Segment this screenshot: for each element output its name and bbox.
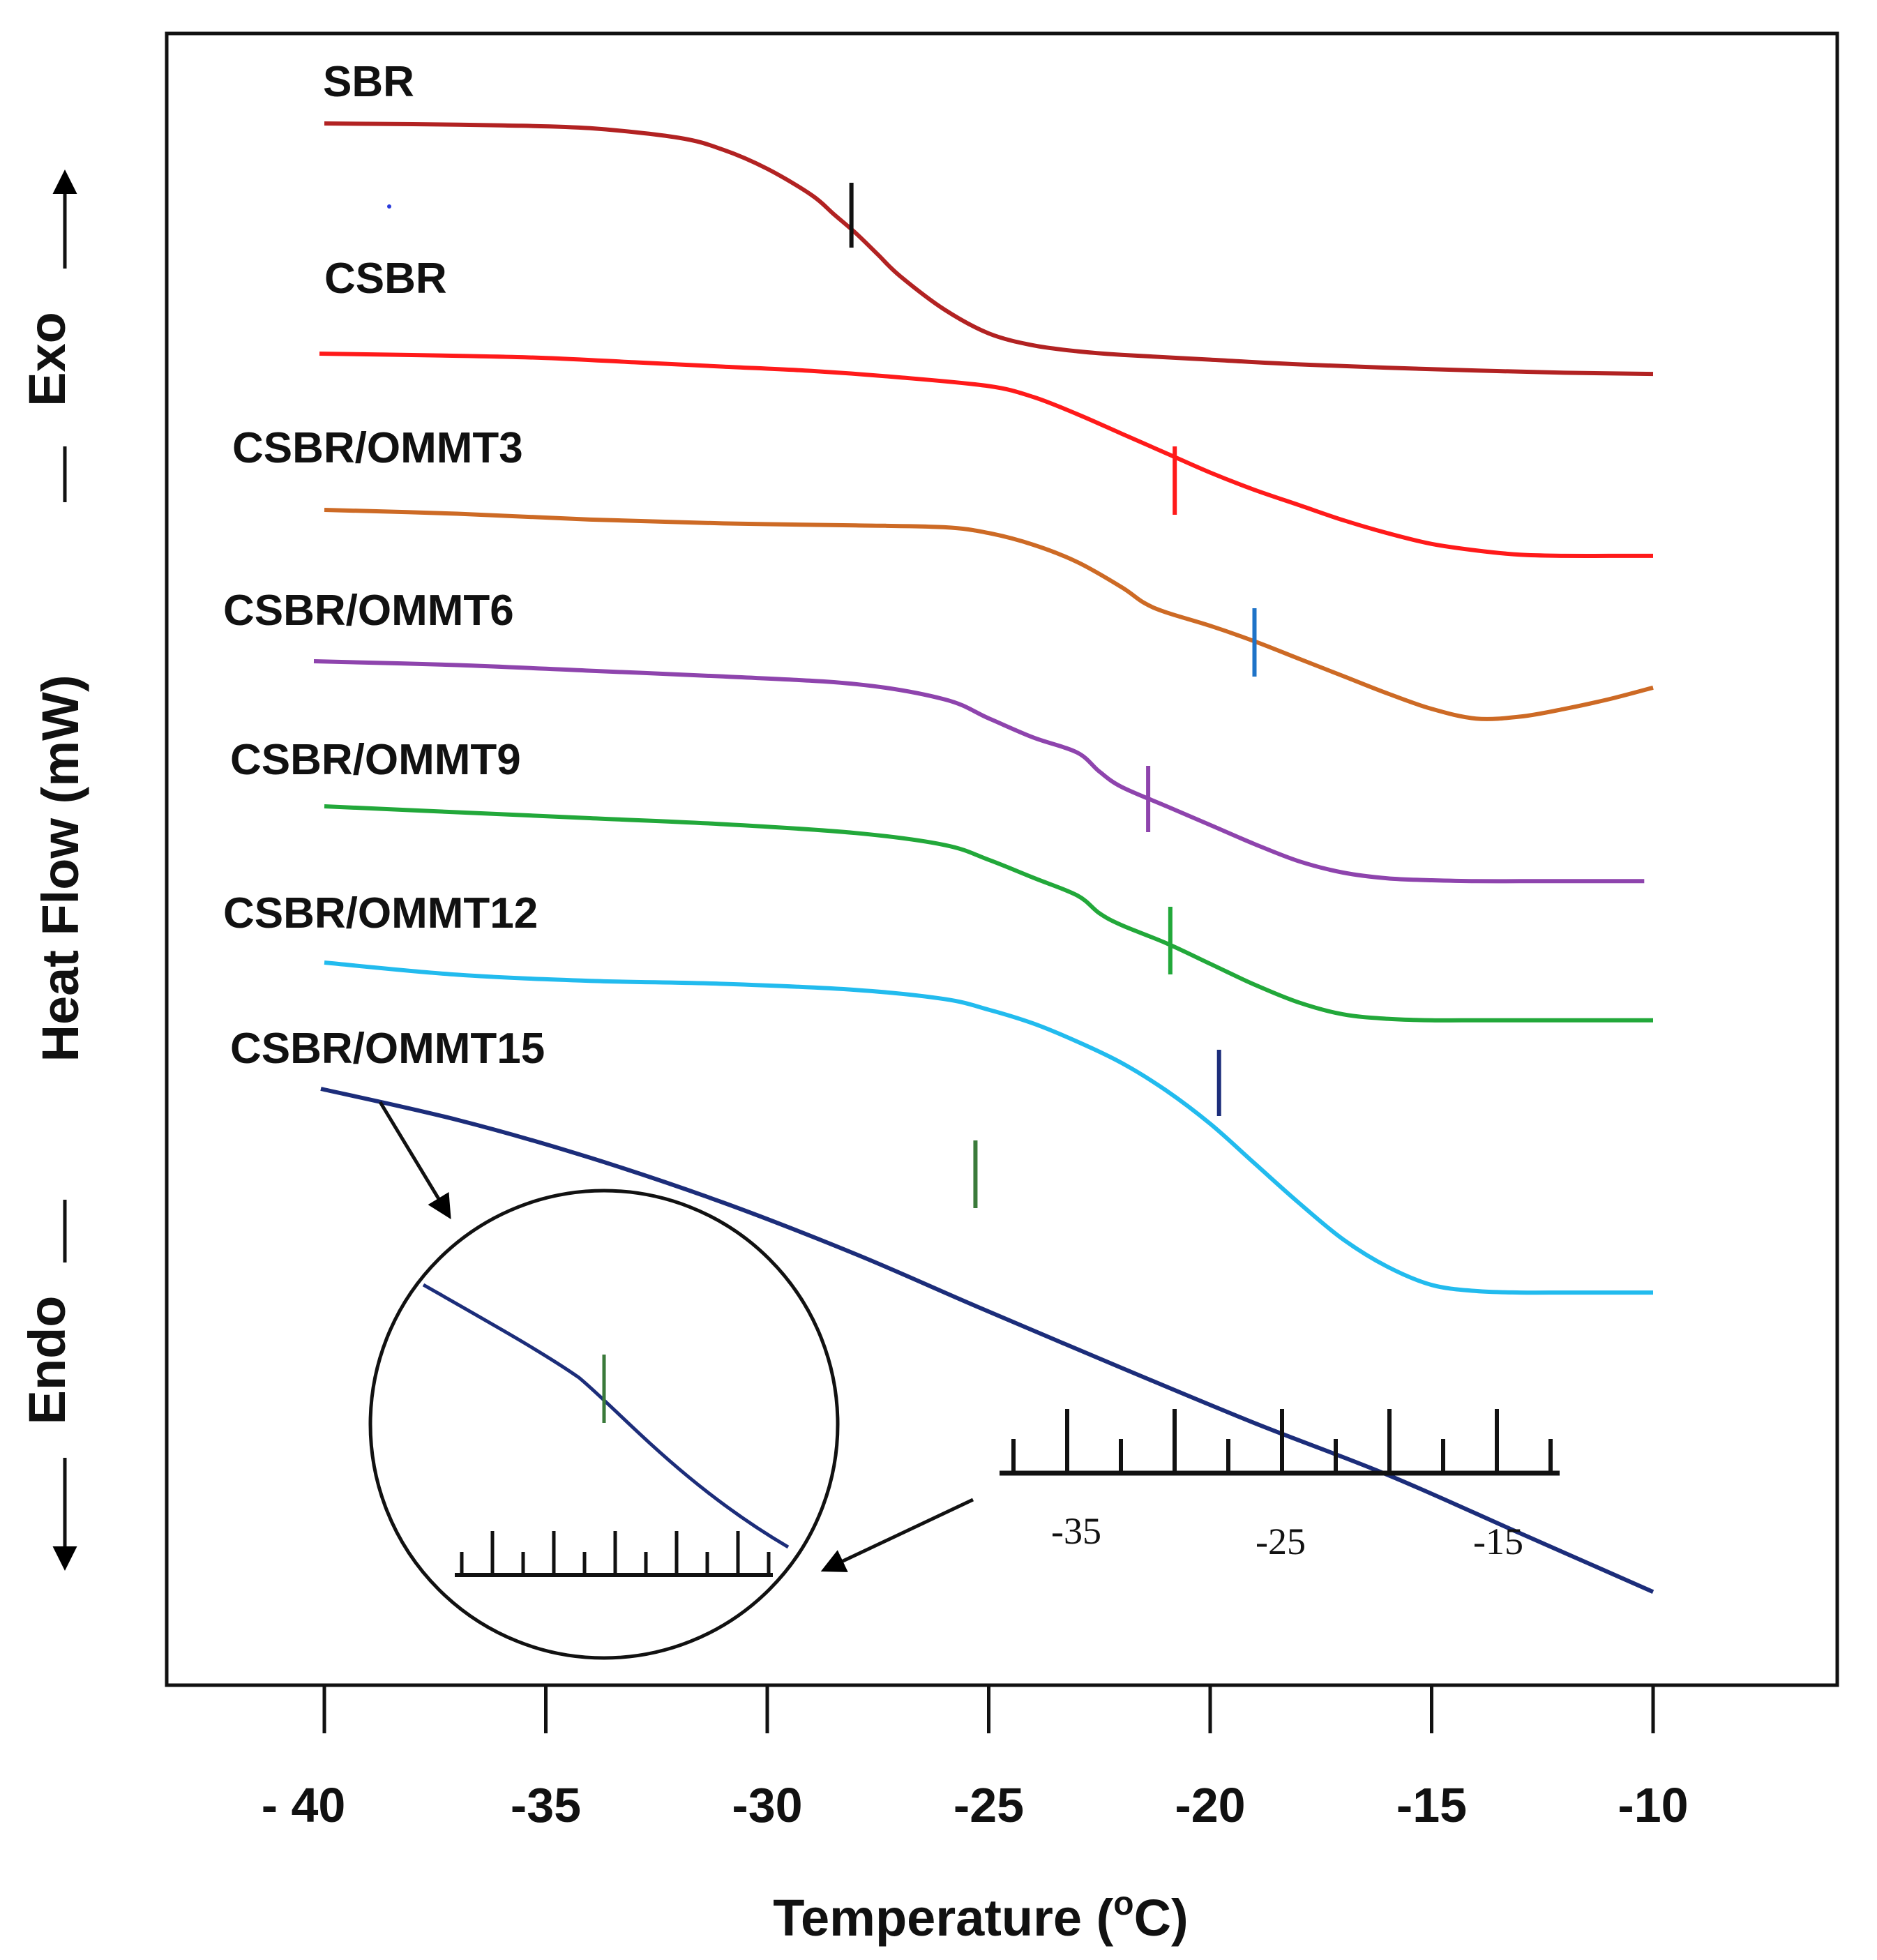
scale-bar-ticks xyxy=(1011,1409,1553,1473)
x-tick-label: -10 xyxy=(1618,1778,1688,1832)
x-axis-title: Temperature (oC) xyxy=(773,1885,1188,1947)
arrow-to-inset xyxy=(378,1101,451,1219)
series-line xyxy=(320,1087,1654,1594)
inset-magnifier xyxy=(368,1101,840,1660)
x-axis-title-superscript: o xyxy=(1113,1885,1133,1922)
series-label: SBR xyxy=(323,58,414,106)
inset-scale-ticks xyxy=(460,1531,771,1575)
inset-curve xyxy=(422,1283,790,1549)
scale-bar: -35 -25 -15 xyxy=(820,1409,1560,1572)
stray-dot xyxy=(387,204,391,209)
series-label: CSBR/OMMT3 xyxy=(232,424,523,472)
series-label: CSBR/OMMT15 xyxy=(230,1025,545,1073)
scale-label-3: -15 xyxy=(1473,1521,1523,1562)
plot-frame xyxy=(165,31,1839,1687)
series-line xyxy=(319,352,1653,558)
x-tick-label: -30 xyxy=(732,1778,802,1832)
arrow-to-scale xyxy=(820,1498,974,1572)
y-axis-title: Heat Flow (mW) xyxy=(31,675,89,1062)
x-tick-label: - 40 xyxy=(262,1778,346,1832)
series-group: SBR CSBR CSBR/OMMT3 CSBR/OMMT6 CSBR/OMMT9 CSB… xyxy=(223,58,1654,1594)
series-label: CSBR/OMMT6 xyxy=(223,587,514,635)
endo-indicator: Endo xyxy=(18,1200,77,1571)
x-axis: - 40 -35 -30 -25 -20 -15 -10 xyxy=(262,1687,1689,1832)
exo-label: Exo xyxy=(18,312,76,407)
series-line xyxy=(324,804,1653,1023)
x-tick-label: -15 xyxy=(1396,1778,1467,1832)
x-tick-label: -20 xyxy=(1175,1778,1245,1832)
endo-label: Endo xyxy=(18,1296,76,1425)
x-tick-label: -35 xyxy=(511,1778,581,1832)
series-label: CSBR/OMMT12 xyxy=(223,889,538,937)
series-line xyxy=(313,659,1645,884)
series-line xyxy=(324,508,1654,721)
series-label: CSBR/OMMT9 xyxy=(230,736,521,784)
x-tick-label: -25 xyxy=(953,1778,1024,1832)
scale-label-2: -25 xyxy=(1256,1521,1306,1562)
series-line xyxy=(324,960,1653,1295)
inset-circle xyxy=(368,1189,840,1660)
exo-indicator: Exo xyxy=(18,169,77,502)
scale-label-1: -35 xyxy=(1051,1510,1101,1552)
series-line xyxy=(324,121,1654,377)
series-label: CSBR xyxy=(324,255,447,303)
